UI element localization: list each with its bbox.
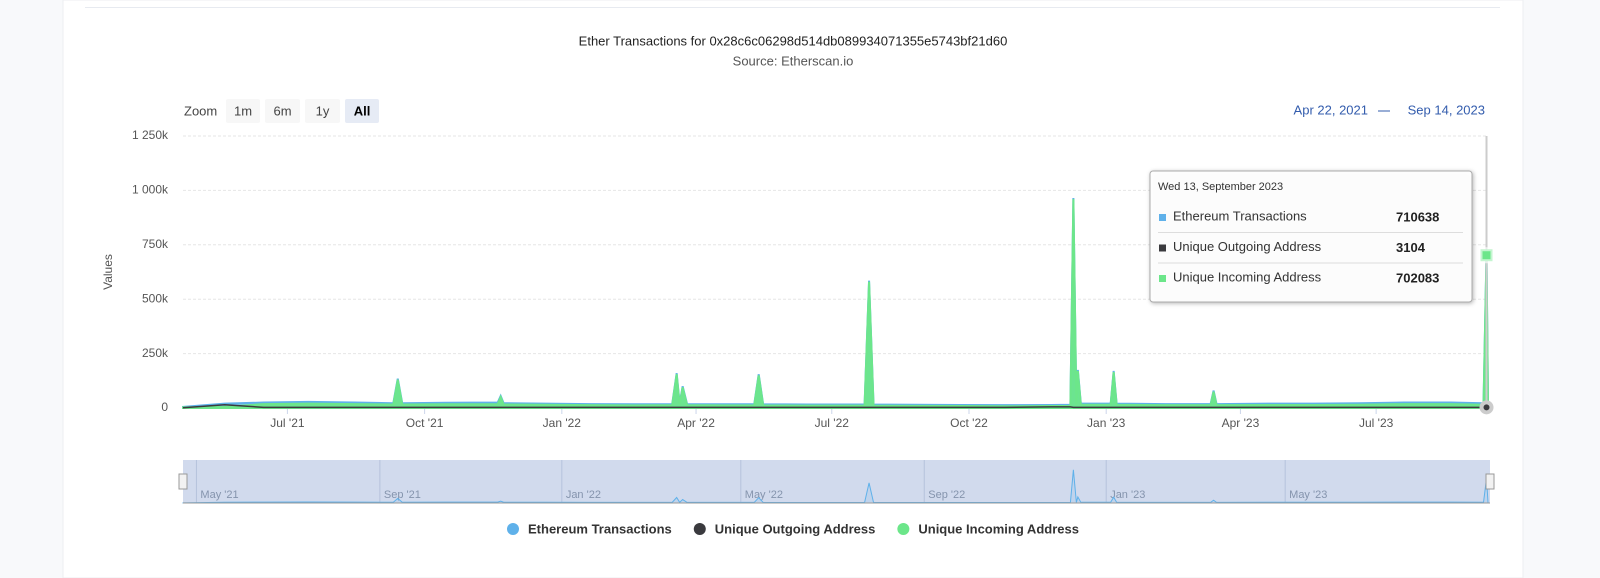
navigator-tick-label: Jan '23 [1110,489,1145,501]
zoom-button-label[interactable]: 6m [273,103,291,118]
zoom-button[interactable] [226,99,260,123]
tooltip-name: Unique Incoming Address [1173,269,1322,284]
navigator-tick-label: Sep '21 [384,489,421,501]
navigator-handle[interactable] [178,473,188,490]
x-tick-label: Oct '22 [950,416,988,430]
x-tick-label: Jul '23 [1359,416,1394,430]
tooltip-date: Wed 13, September 2023 [1158,181,1283,193]
navigator-mask [183,460,1490,503]
x-tick-label: Jan '23 [1087,416,1126,430]
tooltip-box [1149,170,1473,303]
legend-label[interactable]: Ethereum Transactions [528,521,672,536]
series-area [182,198,1489,409]
navigator-tick-label: May '23 [1289,489,1327,501]
x-tick-label: Apr '23 [1222,416,1260,430]
y-tick-label: 750k [142,237,169,251]
x-tick-label: Apr '22 [677,416,715,430]
tooltip-swatch [1159,244,1166,252]
y-tick-label: 0 [161,400,168,414]
hover-marker [1479,400,1494,415]
navigator-tick-label: Jan '22 [566,489,601,501]
x-tick-label: Oct '21 [406,416,444,430]
series-line [182,403,1489,409]
legend-marker[interactable] [507,523,519,535]
chart-title: Ether Transactions for 0x28c6c06298d514d… [579,33,1008,48]
chart-subtitle: Source: Etherscan.io [733,53,854,68]
y-tick-label: 1 250k [132,128,169,142]
navigator: May '21 Sep '21 Jan '22 May '22 Sep '22 Jan '… [178,460,1495,504]
legend-label[interactable]: Unique Outgoing Address [715,521,876,536]
hover-marker [1478,247,1495,264]
range-from[interactable]: Apr 22, 2021 [1294,102,1368,117]
tooltip-value: 702083 [1396,270,1439,285]
tooltip-name: Unique Outgoing Address [1173,239,1322,254]
series-area [182,199,1489,409]
tooltip-value: 3104 [1396,240,1426,255]
navigator-handle[interactable] [1485,473,1495,490]
legend-label[interactable]: Unique Incoming Address [918,521,1079,536]
tooltip-swatch [1159,214,1166,221]
zoom-button[interactable] [305,99,340,123]
zoom-button-label[interactable]: 1m [234,103,252,118]
y-axis-title: Values [101,254,115,290]
zoom-button-label[interactable]: All [354,103,371,118]
zoom-button[interactable] [265,99,300,123]
tooltip-swatch [1159,275,1166,282]
y-tick-label: 250k [142,346,169,360]
navigator-tick-label: May '22 [745,489,783,501]
x-tick-label: Jul '22 [815,416,850,430]
navigator-tick-label: May '21 [200,489,238,501]
x-tick-label: Jul '21 [270,416,305,430]
zoom-label: Zoom [184,103,217,118]
range-to[interactable]: Sep 14, 2023 [1408,102,1485,117]
zoom-button[interactable] [345,99,379,123]
y-tick-label: 500k [142,291,169,305]
navigator-series [182,469,1489,504]
x-tick-label: Jan '22 [543,416,582,430]
legend-marker[interactable] [897,523,910,535]
y-tick-label: 1 000k [132,183,169,197]
tooltip-value: 710638 [1396,209,1439,224]
zoom-button-label[interactable]: 1y [316,103,330,118]
legend-marker[interactable] [693,523,706,535]
navigator-tick-label: Sep '22 [928,489,965,501]
tooltip-name: Ethereum Transactions [1173,208,1307,223]
